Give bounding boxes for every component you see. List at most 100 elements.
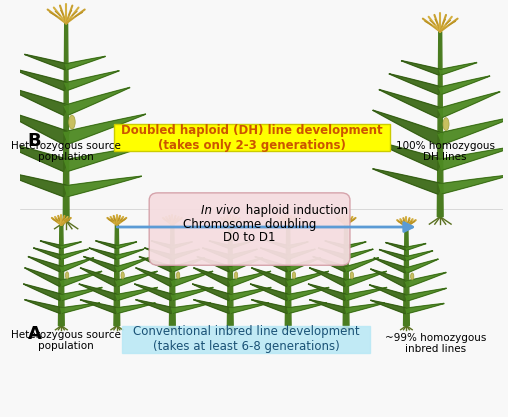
Polygon shape (202, 248, 231, 259)
Polygon shape (64, 146, 146, 171)
Polygon shape (439, 76, 490, 94)
Polygon shape (345, 258, 379, 272)
Ellipse shape (410, 273, 414, 280)
Polygon shape (438, 117, 508, 145)
Polygon shape (194, 300, 232, 314)
Ellipse shape (292, 272, 296, 279)
Polygon shape (370, 300, 407, 314)
Polygon shape (405, 259, 438, 273)
Polygon shape (345, 303, 385, 314)
Polygon shape (144, 248, 173, 259)
Ellipse shape (234, 272, 238, 279)
Ellipse shape (350, 272, 354, 279)
Polygon shape (116, 249, 144, 259)
Polygon shape (1, 85, 69, 115)
Polygon shape (379, 249, 407, 261)
Ellipse shape (121, 272, 124, 279)
Polygon shape (345, 242, 366, 249)
Polygon shape (345, 287, 387, 300)
Polygon shape (229, 287, 271, 300)
Polygon shape (345, 271, 387, 286)
Polygon shape (171, 287, 213, 300)
Text: Doubled haploid (DH) line development
(takes only 2-3 generations): Doubled haploid (DH) line development (t… (121, 123, 383, 151)
Polygon shape (251, 268, 290, 286)
Polygon shape (438, 146, 508, 170)
Polygon shape (0, 170, 69, 197)
Polygon shape (11, 68, 68, 90)
Text: Chromosome doubling: Chromosome doubling (183, 218, 316, 231)
Polygon shape (439, 63, 477, 75)
Polygon shape (288, 242, 308, 249)
Polygon shape (65, 71, 119, 90)
Polygon shape (308, 284, 347, 301)
Polygon shape (401, 60, 441, 75)
Polygon shape (65, 56, 106, 70)
Polygon shape (24, 268, 63, 286)
Polygon shape (151, 241, 173, 249)
Polygon shape (172, 249, 200, 259)
Polygon shape (318, 248, 347, 259)
Polygon shape (389, 74, 442, 95)
Polygon shape (197, 256, 232, 272)
Polygon shape (79, 284, 118, 301)
Polygon shape (61, 242, 81, 249)
Polygon shape (439, 175, 508, 194)
Polygon shape (116, 303, 155, 314)
Polygon shape (437, 32, 443, 217)
Polygon shape (406, 304, 444, 314)
Polygon shape (345, 249, 373, 259)
Polygon shape (369, 285, 408, 301)
Polygon shape (24, 54, 68, 70)
Polygon shape (325, 241, 347, 249)
Text: ~99% homozygous
inbred lines: ~99% homozygous inbred lines (385, 333, 486, 354)
Polygon shape (229, 258, 263, 272)
Text: D0 to D1: D0 to D1 (224, 231, 276, 244)
Polygon shape (139, 256, 174, 272)
Polygon shape (114, 225, 120, 326)
Polygon shape (24, 300, 62, 314)
Polygon shape (230, 303, 269, 314)
Polygon shape (60, 303, 100, 314)
Polygon shape (34, 248, 62, 259)
Polygon shape (23, 284, 63, 301)
Text: Heterozygous source
population: Heterozygous source population (11, 330, 121, 352)
Polygon shape (288, 303, 327, 314)
Polygon shape (80, 300, 118, 314)
Polygon shape (116, 258, 149, 272)
Polygon shape (172, 303, 211, 314)
Polygon shape (285, 225, 291, 326)
Polygon shape (80, 268, 119, 286)
Polygon shape (406, 251, 433, 261)
Polygon shape (313, 256, 347, 272)
Polygon shape (250, 284, 290, 301)
Polygon shape (170, 225, 175, 326)
Text: B: B (27, 132, 41, 150)
Polygon shape (288, 249, 315, 259)
Polygon shape (116, 287, 158, 300)
Ellipse shape (443, 118, 449, 131)
FancyBboxPatch shape (149, 193, 350, 265)
Polygon shape (89, 248, 118, 259)
Polygon shape (287, 287, 329, 300)
Text: Heterozygous source
population: Heterozygous source population (11, 141, 121, 162)
Polygon shape (192, 284, 232, 301)
Polygon shape (379, 90, 442, 118)
Polygon shape (60, 271, 102, 286)
Ellipse shape (69, 115, 75, 129)
Text: 100% homozygous
DH lines: 100% homozygous DH lines (396, 141, 495, 162)
Polygon shape (287, 271, 329, 286)
Polygon shape (28, 256, 62, 272)
Polygon shape (403, 227, 409, 326)
Polygon shape (374, 258, 408, 273)
Polygon shape (309, 300, 347, 314)
Polygon shape (134, 284, 174, 301)
Polygon shape (255, 256, 290, 272)
Polygon shape (65, 176, 142, 196)
Polygon shape (438, 92, 500, 118)
Ellipse shape (176, 272, 180, 279)
Polygon shape (64, 114, 146, 144)
Polygon shape (171, 258, 205, 272)
Polygon shape (230, 242, 250, 249)
Polygon shape (287, 258, 321, 272)
Polygon shape (64, 23, 69, 221)
